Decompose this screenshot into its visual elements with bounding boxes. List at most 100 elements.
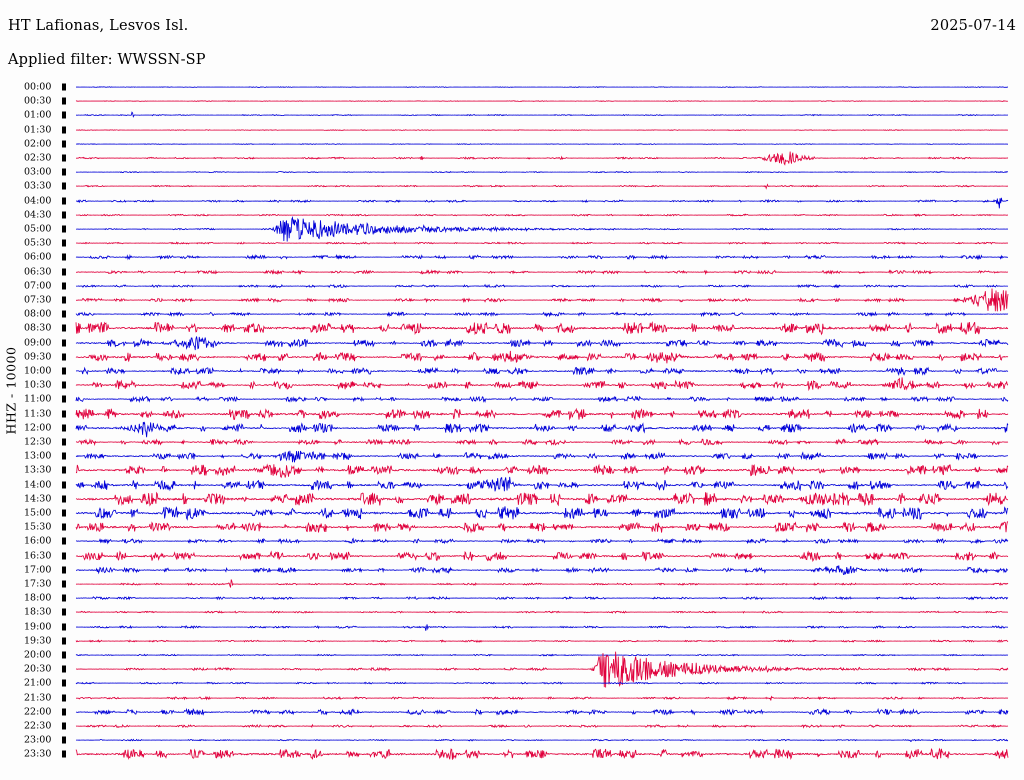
seismic-trace bbox=[76, 208, 1008, 222]
row-tick-mark bbox=[62, 253, 66, 261]
helicorder-row: 10:30 bbox=[0, 378, 1024, 392]
row-time-label: 04:00 bbox=[24, 194, 52, 206]
row-time-label: 02:00 bbox=[24, 138, 52, 150]
helicorder-row: 03:00 bbox=[0, 165, 1024, 179]
row-time-label: 19:30 bbox=[24, 635, 52, 647]
helicorder-row: 08:00 bbox=[0, 307, 1024, 321]
station-title: HT Lafionas, Lesvos Isl. bbox=[8, 18, 189, 34]
helicorder-row: 19:30 bbox=[0, 634, 1024, 648]
row-time-label: 06:00 bbox=[24, 251, 52, 263]
helicorder-plot: 00:00 00:30 01:00 01:30 02:00 02:30 03:00 03:30… bbox=[0, 80, 1024, 780]
seismic-trace bbox=[76, 123, 1008, 137]
row-time-label: 01:00 bbox=[24, 109, 52, 121]
seismic-trace bbox=[76, 236, 1008, 250]
row-tick-mark bbox=[62, 722, 66, 730]
helicorder-row: 18:00 bbox=[0, 591, 1024, 605]
seismic-trace bbox=[76, 293, 1008, 307]
helicorder-row: 04:00 bbox=[0, 194, 1024, 208]
helicorder-row: 01:00 bbox=[0, 108, 1024, 122]
helicorder-row: 02:00 bbox=[0, 137, 1024, 151]
seismic-trace bbox=[76, 520, 1008, 534]
seismic-trace bbox=[76, 620, 1008, 634]
row-time-label: 15:30 bbox=[24, 521, 52, 533]
row-tick-mark bbox=[62, 481, 66, 489]
helicorder-row: 06:30 bbox=[0, 265, 1024, 279]
applied-filter-label: Applied filter: WWSSN-SP bbox=[8, 52, 206, 68]
helicorder-row: 16:30 bbox=[0, 549, 1024, 563]
helicorder-row: 05:00 bbox=[0, 222, 1024, 236]
helicorder-row: 17:30 bbox=[0, 577, 1024, 591]
row-tick-mark bbox=[62, 623, 66, 631]
row-tick-mark bbox=[62, 296, 66, 304]
row-tick-mark bbox=[62, 410, 66, 418]
seismic-trace bbox=[76, 747, 1008, 761]
row-tick-mark bbox=[62, 608, 66, 616]
row-time-label: 23:00 bbox=[24, 734, 52, 746]
row-tick-mark bbox=[62, 140, 66, 148]
helicorder-row: 13:00 bbox=[0, 449, 1024, 463]
row-time-label: 17:00 bbox=[24, 564, 52, 576]
helicorder-row: 20:30 bbox=[0, 662, 1024, 676]
helicorder-row: 15:30 bbox=[0, 520, 1024, 534]
row-tick-mark bbox=[62, 665, 66, 673]
seismic-trace bbox=[76, 94, 1008, 108]
row-time-label: 17:30 bbox=[24, 578, 52, 590]
helicorder-row: 22:30 bbox=[0, 719, 1024, 733]
helicorder-row: 08:30 bbox=[0, 321, 1024, 335]
seismic-trace bbox=[76, 307, 1008, 321]
row-tick-mark bbox=[62, 750, 66, 758]
row-tick-mark bbox=[62, 395, 66, 403]
row-tick-mark bbox=[62, 594, 66, 602]
seismic-trace bbox=[76, 478, 1008, 492]
row-time-label: 12:00 bbox=[24, 422, 52, 434]
row-time-label: 12:30 bbox=[24, 436, 52, 448]
row-tick-mark bbox=[62, 197, 66, 205]
helicorder-row: 00:30 bbox=[0, 94, 1024, 108]
row-time-label: 05:00 bbox=[24, 223, 52, 235]
row-time-label: 03:00 bbox=[24, 166, 52, 178]
seismic-trace bbox=[76, 719, 1008, 733]
helicorder-row: 00:00 bbox=[0, 80, 1024, 94]
row-tick-mark bbox=[62, 679, 66, 687]
helicorder-row: 03:30 bbox=[0, 179, 1024, 193]
seismic-trace bbox=[76, 691, 1008, 705]
row-time-label: 10:30 bbox=[24, 379, 52, 391]
helicorder-row: 11:30 bbox=[0, 407, 1024, 421]
row-tick-mark bbox=[62, 637, 66, 645]
row-tick-mark bbox=[62, 310, 66, 318]
row-time-label: 00:00 bbox=[24, 81, 52, 93]
row-time-label: 23:30 bbox=[24, 748, 52, 760]
row-time-label: 06:30 bbox=[24, 265, 52, 277]
helicorder-row: 12:30 bbox=[0, 435, 1024, 449]
row-tick-mark bbox=[62, 566, 66, 574]
helicorder-row: 01:30 bbox=[0, 123, 1024, 137]
row-time-label: 08:00 bbox=[24, 308, 52, 320]
row-time-label: 19:00 bbox=[24, 620, 52, 632]
row-tick-mark bbox=[62, 708, 66, 716]
helicorder-row: 09:30 bbox=[0, 350, 1024, 364]
row-tick-mark bbox=[62, 523, 66, 531]
row-time-label: 18:30 bbox=[24, 606, 52, 618]
helicorder-row: 22:00 bbox=[0, 705, 1024, 719]
seismic-trace bbox=[76, 250, 1008, 264]
helicorder-row: 05:30 bbox=[0, 236, 1024, 250]
row-time-label: 09:00 bbox=[24, 336, 52, 348]
seismic-trace bbox=[76, 676, 1008, 690]
helicorder-row: 14:30 bbox=[0, 492, 1024, 506]
seismic-trace bbox=[76, 648, 1008, 662]
row-tick-mark bbox=[62, 97, 66, 105]
row-time-label: 10:00 bbox=[24, 365, 52, 377]
seismic-trace bbox=[76, 80, 1008, 94]
helicorder-row: 23:00 bbox=[0, 733, 1024, 747]
seismic-trace bbox=[76, 705, 1008, 719]
row-time-label: 07:00 bbox=[24, 280, 52, 292]
row-time-label: 13:00 bbox=[24, 450, 52, 462]
row-tick-mark bbox=[62, 580, 66, 588]
seismic-trace bbox=[76, 265, 1008, 279]
row-tick-mark bbox=[62, 83, 66, 91]
row-time-label: 16:30 bbox=[24, 549, 52, 561]
helicorder-row: 21:30 bbox=[0, 691, 1024, 705]
row-time-label: 11:30 bbox=[24, 407, 52, 419]
helicorder-row: 16:00 bbox=[0, 534, 1024, 548]
helicorder-row: 19:00 bbox=[0, 620, 1024, 634]
